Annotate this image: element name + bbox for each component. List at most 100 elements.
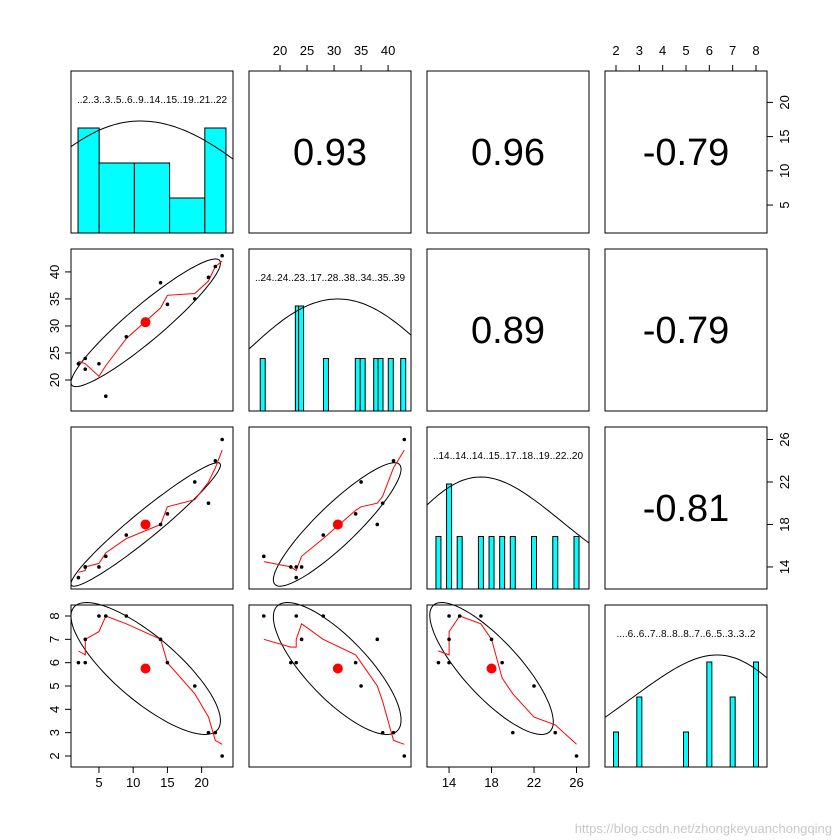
panel-4-1 [70, 604, 234, 768]
data-point [165, 512, 170, 516]
histogram-bar [400, 358, 407, 412]
rug-label: ....6..6..7..8..8..8..7..6..5..3..3..2 [617, 629, 756, 640]
y-tick-label: 35 [47, 292, 62, 306]
data-point [213, 458, 218, 463]
data-point [553, 730, 558, 735]
data-point [220, 253, 224, 258]
y-tick-label: 14 [777, 560, 792, 574]
diagonal-panel-3: ..14..14..14..15..17..18..19..22..20 [426, 451, 590, 590]
data-point [353, 512, 358, 516]
data-point [321, 614, 326, 618]
scatter-panel-4-3 [429, 601, 579, 758]
y-tick-label: 26 [777, 432, 792, 446]
data-point [380, 501, 385, 506]
data-point [447, 660, 451, 665]
histogram-bar [531, 536, 538, 590]
data-point [165, 302, 170, 307]
data-point [104, 614, 108, 618]
x-tick-label: 26 [569, 775, 583, 790]
data-point [375, 637, 380, 642]
data-point [359, 480, 363, 484]
data-point [104, 394, 108, 398]
histogram-bar [613, 731, 619, 768]
y-tick-label: 10 [777, 164, 792, 178]
data-point [213, 264, 218, 269]
smooth-line [78, 260, 223, 378]
scatter-panel-2-1 [70, 253, 224, 398]
rug-label: ..24..24..23..17..28..38..34..35..39 [255, 273, 406, 284]
panel-2-3 [426, 248, 590, 412]
data-point [124, 614, 129, 618]
data-point [213, 730, 218, 735]
panel-3-1 [70, 426, 234, 590]
smooth-line [263, 623, 405, 745]
data-point [206, 730, 211, 735]
data-point [192, 480, 197, 484]
data-point [375, 522, 380, 527]
histogram-bar [259, 358, 266, 412]
data-point [510, 730, 515, 735]
x-tick-label: 4 [659, 43, 666, 58]
data-point [532, 684, 536, 688]
y-tick-label: 2 [47, 752, 62, 759]
data-point [262, 614, 266, 618]
x-tick-label: 25 [300, 43, 314, 58]
data-point [83, 367, 88, 371]
histogram-bar [387, 358, 394, 412]
smooth-line [78, 449, 223, 573]
data-point [436, 660, 441, 665]
correlation-value: -0.79 [643, 132, 730, 174]
diagonal-panel-4: ....6..6..7..8..8..8..7..6..5..3..3..2 [604, 629, 768, 768]
data-point [294, 660, 299, 665]
y-tick-label: 30 [47, 319, 62, 333]
correlation-value: -0.81 [643, 488, 730, 530]
rug-label: ..2..3..3..5..6..9..14..15..19..21..22 [77, 95, 228, 106]
data-point [97, 565, 101, 569]
mean-point [332, 519, 343, 530]
histogram-bar [354, 358, 361, 412]
y-tick-label: 5 [777, 201, 792, 208]
data-point [402, 754, 407, 758]
data-point [220, 754, 224, 758]
panel-3-2 [248, 426, 412, 590]
correlation-value: 0.93 [293, 132, 367, 174]
histogram-bar [499, 536, 506, 590]
confidence-ellipse [429, 601, 554, 736]
histogram-bar [477, 536, 484, 590]
data-point [76, 361, 81, 366]
data-point [289, 660, 293, 665]
data-point [321, 533, 326, 537]
x-tick-label: 40 [381, 43, 395, 58]
confidence-ellipse [70, 601, 221, 736]
data-point [353, 660, 358, 665]
smooth-line [438, 615, 577, 745]
density-curve [70, 120, 234, 160]
histogram-bar [377, 358, 384, 412]
panel-3-3 [426, 426, 590, 590]
histogram-bar [169, 197, 206, 234]
data-point [76, 575, 81, 580]
histogram-bar [552, 536, 559, 590]
data-point [220, 437, 224, 442]
density-curve [426, 476, 590, 544]
data-point [165, 660, 170, 665]
data-point [97, 361, 101, 366]
data-point [457, 614, 462, 618]
data-point [402, 437, 407, 442]
histogram-bar [753, 661, 759, 768]
x-tick-label: 10 [126, 775, 140, 790]
data-point [359, 684, 363, 688]
scatter-panel-4-2 [262, 601, 407, 758]
panel-1-3 [426, 70, 590, 234]
data-point [299, 637, 304, 642]
diagonal-panel-2: ..24..24..23..17..28..38..34..35..39 [248, 273, 412, 412]
y-tick-label: 15 [777, 129, 792, 143]
data-point [489, 637, 494, 642]
x-tick-label: 22 [527, 775, 541, 790]
y-tick-label: 6 [47, 659, 62, 666]
data-point [447, 637, 451, 642]
y-tick-label: 3 [47, 729, 62, 736]
histogram-bar [729, 696, 736, 768]
x-tick-label: 35 [354, 43, 368, 58]
